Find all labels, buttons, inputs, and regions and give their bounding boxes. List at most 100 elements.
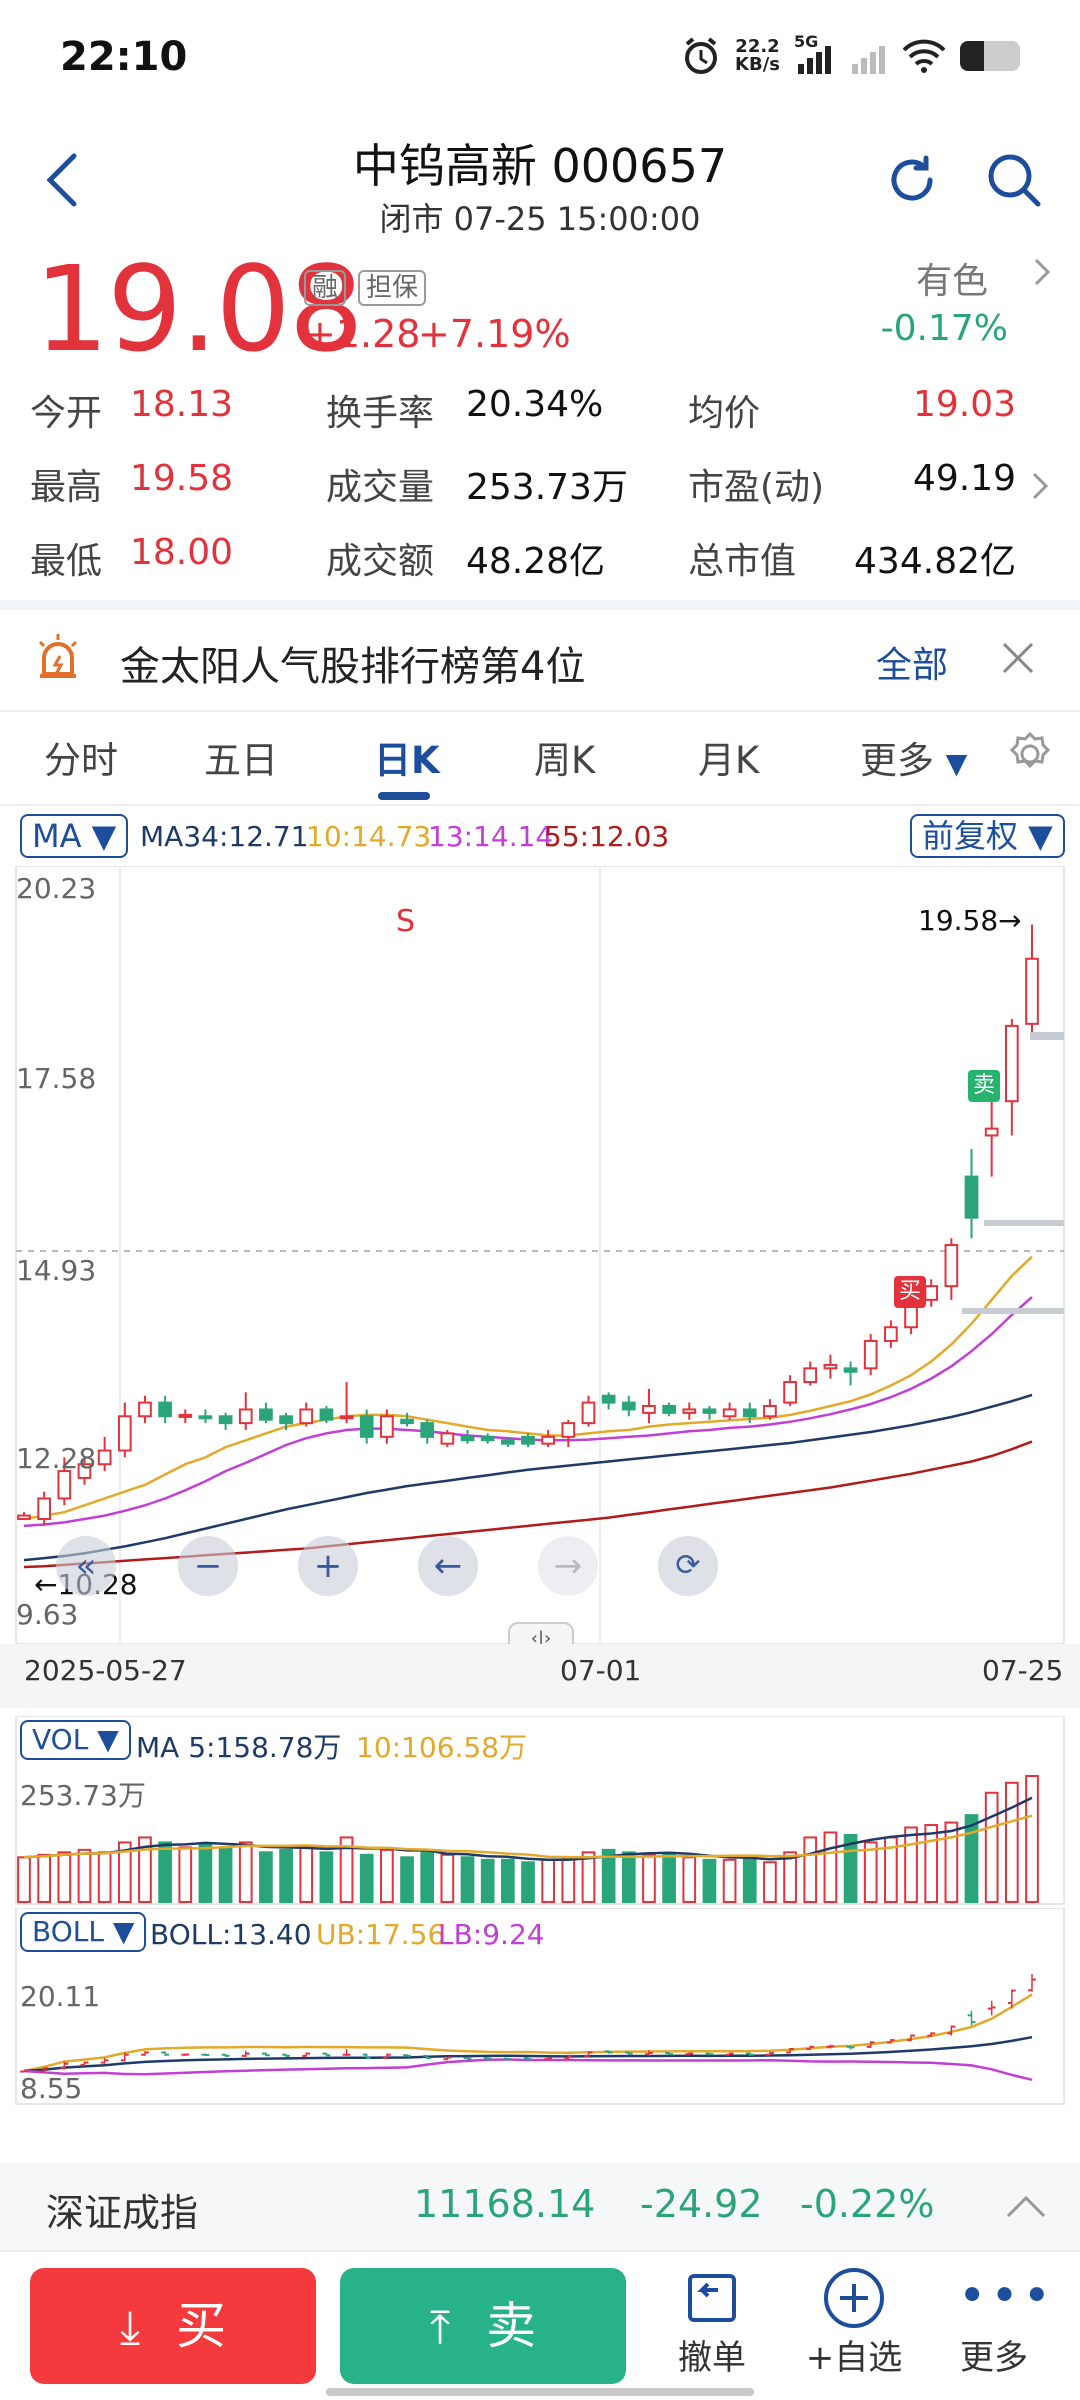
candle-body <box>1004 1024 1019 1103</box>
zoom-out-button[interactable]: − <box>178 1536 238 1596</box>
rotate-icon[interactable]: ⟳ <box>658 1536 718 1596</box>
market-index-bar[interactable]: 深证成指 11168.14 -24.92 -0.22% <box>0 2162 1080 2252</box>
boll-upper-line <box>23 1993 1033 2073</box>
candle-body <box>218 1415 233 1425</box>
candle-body <box>420 1422 435 1438</box>
fast-back-button[interactable]: « <box>56 1536 116 1596</box>
sell-signal-badge: 卖 <box>968 1070 1000 1102</box>
candle-body <box>541 1435 556 1445</box>
close-icon[interactable] <box>1000 640 1036 676</box>
scroll-right-button[interactable]: → <box>538 1536 598 1596</box>
volume-bar <box>581 1851 596 1903</box>
candle-body <box>702 1408 717 1414</box>
avg-value: 19.03 <box>912 384 1016 425</box>
candle-body <box>77 1463 92 1479</box>
volume-panel[interactable]: VOL ▼ MA 5:158.78万 10:106.58万 253.73万 <box>0 1715 1080 1906</box>
boll-mid-line <box>23 2035 1033 2073</box>
vol-ma10: 10:106.58万 <box>356 1731 528 1764</box>
candle-body <box>158 1401 172 1418</box>
candle-body <box>642 1405 656 1414</box>
candle-body <box>319 1408 334 1421</box>
home-indicator <box>326 2388 754 2396</box>
volume-bar <box>621 1851 636 1903</box>
vol-selector[interactable]: VOL ▼ <box>20 1720 131 1760</box>
volume-bar <box>238 1841 253 1903</box>
volume-bar <box>984 1791 999 1903</box>
buy-button[interactable]: ⤓ 买 <box>30 2268 316 2384</box>
ma10-line <box>23 1255 1033 1521</box>
popularity-banner[interactable]: 金太阳人气股排行榜第4位 全部 <box>0 610 1080 710</box>
volume-bar <box>500 1858 515 1904</box>
tab-more[interactable]: 更多 ▼ <box>860 730 967 784</box>
boll-selector[interactable]: BOLL ▼ <box>20 1912 147 1952</box>
candle-body <box>17 1514 31 1521</box>
clock: 22:10 <box>60 34 188 80</box>
tab-monthly-k[interactable]: 月K <box>698 739 760 782</box>
candle-body <box>662 1405 676 1414</box>
ma55-value: 55:12.03 <box>544 820 670 853</box>
volume-bar <box>117 1841 132 1903</box>
candle-body <box>460 1435 475 1442</box>
refresh-icon[interactable] <box>884 152 940 208</box>
candle-body <box>97 1449 112 1466</box>
sell-button[interactable]: ⤒ 卖 <box>340 2268 626 2384</box>
volume-bar <box>561 1856 576 1903</box>
scroll-left-button[interactable]: ← <box>418 1536 478 1596</box>
more-dots-icon: ••• <box>958 2268 1055 2324</box>
kline-chart[interactable]: 20.23 17.58 14.93 12.28 9.63 19.58→ ←10.… <box>0 865 1080 1666</box>
candle-body <box>944 1244 959 1288</box>
sector-change: -0.17% <box>880 308 1008 349</box>
volume-svg <box>15 1715 1065 1905</box>
candle-body <box>299 1408 314 1425</box>
chevron-right-icon <box>1034 258 1051 286</box>
candle-body <box>823 1363 838 1370</box>
gear-icon[interactable] <box>1006 730 1054 778</box>
volume-bar <box>803 1836 818 1903</box>
volume-bar <box>460 1856 475 1903</box>
volume-bar <box>944 1821 959 1903</box>
y-tick-4: 12.28 <box>16 1442 97 1475</box>
max-price-marker: 19.58→ <box>918 904 1022 937</box>
tab-five-day[interactable]: 五日 <box>204 739 278 782</box>
buy-label: 买 <box>176 2297 227 2355</box>
boll-bottom-tick: 8.55 <box>20 2072 83 2105</box>
alarm-icon <box>685 37 718 74</box>
candle-body <box>178 1413 193 1418</box>
ma-selector[interactable]: MA ▼ <box>20 814 129 858</box>
adjust-selector[interactable]: 前复权 ▼ <box>910 814 1065 858</box>
chevron-up-icon[interactable] <box>1004 2192 1048 2220</box>
collateral-tag: 担保 <box>358 270 427 306</box>
banner-all-link[interactable]: 全部 <box>876 645 949 686</box>
back-icon[interactable] <box>40 150 84 210</box>
tab-intraday[interactable]: 分时 <box>44 739 118 782</box>
candle-body <box>138 1401 152 1418</box>
y-tick-bottom: 9.63 <box>16 1598 79 1631</box>
search-icon[interactable] <box>984 150 1044 210</box>
volume-bar <box>904 1826 918 1903</box>
volume-bar <box>521 1861 535 1904</box>
volume-bar <box>218 1846 233 1903</box>
ma34-line <box>23 1393 1033 1562</box>
zoom-in-button[interactable]: + <box>298 1536 358 1596</box>
ma10-value: 10:14.73 <box>306 820 432 853</box>
tab-daily-k[interactable]: 日K <box>374 739 440 782</box>
app-header: 中钨高新 000657 闭市 07-25 15:00:00 <box>0 120 1080 240</box>
candle-body <box>964 1175 979 1219</box>
volume-bar <box>359 1853 374 1903</box>
boll-ub: UB:17.56 <box>316 1918 446 1951</box>
candle-body <box>380 1415 394 1438</box>
candle-body <box>924 1285 939 1301</box>
section-divider <box>0 804 1080 806</box>
candle-body <box>682 1408 697 1414</box>
index-value: 11168.14 <box>414 2182 596 2226</box>
index-pct: -0.22% <box>800 2182 935 2226</box>
volume-bar <box>319 1851 334 1903</box>
candle-body <box>621 1401 636 1411</box>
volume-label: 成交量 <box>326 467 435 508</box>
chevron-right-icon[interactable] <box>1030 470 1050 502</box>
volume-bar <box>843 1833 858 1903</box>
high-label: 最高 <box>30 467 103 508</box>
boll-panel[interactable]: BOLL ▼ BOLL:13.40 UB:17.56 LB:9.24 20.11… <box>0 1907 1080 2108</box>
tab-weekly-k[interactable]: 周K <box>534 739 596 782</box>
signal-5g-icon: 5G <box>794 32 834 76</box>
